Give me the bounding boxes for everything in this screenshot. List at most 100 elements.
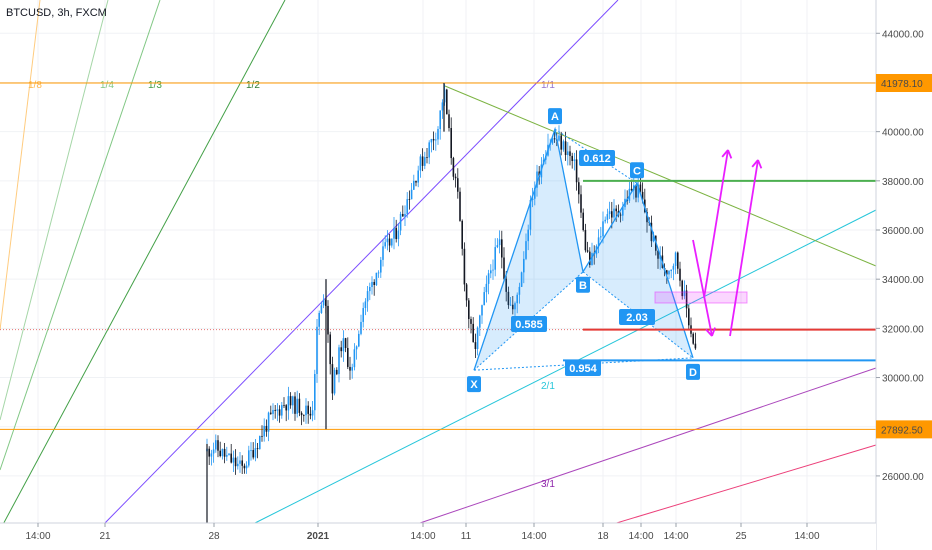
fan-label: 2/1: [541, 381, 555, 392]
candle-body: [685, 290, 688, 309]
candle: [362, 302, 364, 328]
candle: [318, 310, 320, 335]
candle: [584, 223, 587, 253]
candle: [274, 405, 276, 419]
candle: [558, 125, 560, 142]
candle: [217, 435, 219, 458]
time-tick-label: 14:00: [794, 531, 819, 542]
candle-body: [303, 415, 305, 416]
candle: [391, 238, 393, 248]
candle-body: [221, 448, 224, 457]
pattern-point-label: A: [551, 111, 559, 123]
fan-line: [0, 0, 109, 421]
fan-label: 1/4: [100, 80, 114, 91]
candle-body: [406, 199, 408, 214]
candle: [327, 300, 329, 343]
fan-label: 1/2: [246, 80, 260, 91]
candle-body: [212, 449, 215, 454]
candle-body: [639, 184, 642, 192]
candle: [344, 337, 347, 353]
candle: [349, 356, 351, 380]
candle-body: [234, 457, 237, 467]
candle: [479, 314, 481, 336]
candle: [635, 185, 637, 203]
candle-body: [228, 453, 230, 455]
candle: [259, 435, 261, 450]
candle-body: [245, 465, 248, 469]
candle: [670, 269, 672, 279]
candle-body: [217, 440, 219, 451]
candle: [518, 282, 521, 304]
trend-lines: [0, 82, 877, 430]
candle-body: [351, 367, 353, 371]
candle-body: [606, 214, 609, 220]
candle-body: [353, 349, 356, 368]
candle: [254, 438, 257, 462]
candle: [355, 345, 358, 360]
candle-body: [619, 214, 622, 216]
candle: [331, 356, 334, 401]
candle: [230, 443, 232, 464]
candle-body: [463, 248, 466, 285]
candle-body: [564, 141, 567, 156]
candle-body: [602, 221, 604, 237]
candle-body: [652, 235, 655, 242]
candle-body: [283, 405, 285, 406]
candle-body: [380, 259, 382, 273]
candle-body: [408, 199, 411, 200]
candle-body: [490, 270, 492, 274]
candle-body: [391, 238, 393, 246]
candle: [228, 453, 230, 456]
candle: [406, 192, 408, 218]
candle-body: [417, 170, 419, 183]
candle: [232, 450, 235, 472]
candle-body: [688, 308, 690, 326]
candle-body: [382, 246, 384, 260]
candle-body: [397, 230, 400, 240]
candle: [448, 109, 450, 132]
time-tick-label: 14:00: [410, 531, 435, 542]
time-tick-label: 14:00: [663, 531, 688, 542]
candle: [674, 251, 677, 275]
candle-body: [523, 258, 525, 273]
projection-arrow: [692, 239, 713, 337]
pattern-point-badge: [467, 376, 481, 393]
candle: [516, 292, 518, 314]
candle: [303, 414, 305, 422]
arrow-head: [727, 149, 733, 159]
candle-body: [424, 157, 426, 166]
candle: [314, 369, 316, 420]
candle: [380, 256, 382, 278]
candle: [289, 392, 292, 409]
candle-body: [666, 270, 668, 275]
candle: [395, 219, 397, 243]
price-label-bg: [876, 420, 932, 439]
candle-body: [611, 211, 613, 218]
candle: [388, 233, 391, 253]
candle: [430, 138, 433, 153]
candle-body: [454, 176, 457, 179]
candle-body: [450, 128, 452, 159]
candle: [296, 390, 298, 418]
candle-body: [562, 141, 565, 150]
candle: [646, 207, 648, 233]
candle: [520, 271, 523, 288]
candle-body: [452, 158, 455, 177]
candle-body: [219, 450, 221, 457]
candle: [573, 152, 576, 171]
candle-body: [468, 300, 470, 320]
candle: [358, 330, 360, 348]
candle: [298, 393, 301, 417]
candle-body: [496, 245, 499, 248]
candle: [476, 326, 479, 356]
candle-body: [208, 448, 210, 457]
candle: [688, 304, 690, 330]
candle-body: [558, 135, 560, 141]
candle-body: [347, 347, 349, 367]
candle-body: [571, 155, 573, 161]
candle: [404, 205, 406, 226]
candle-body: [415, 180, 417, 183]
